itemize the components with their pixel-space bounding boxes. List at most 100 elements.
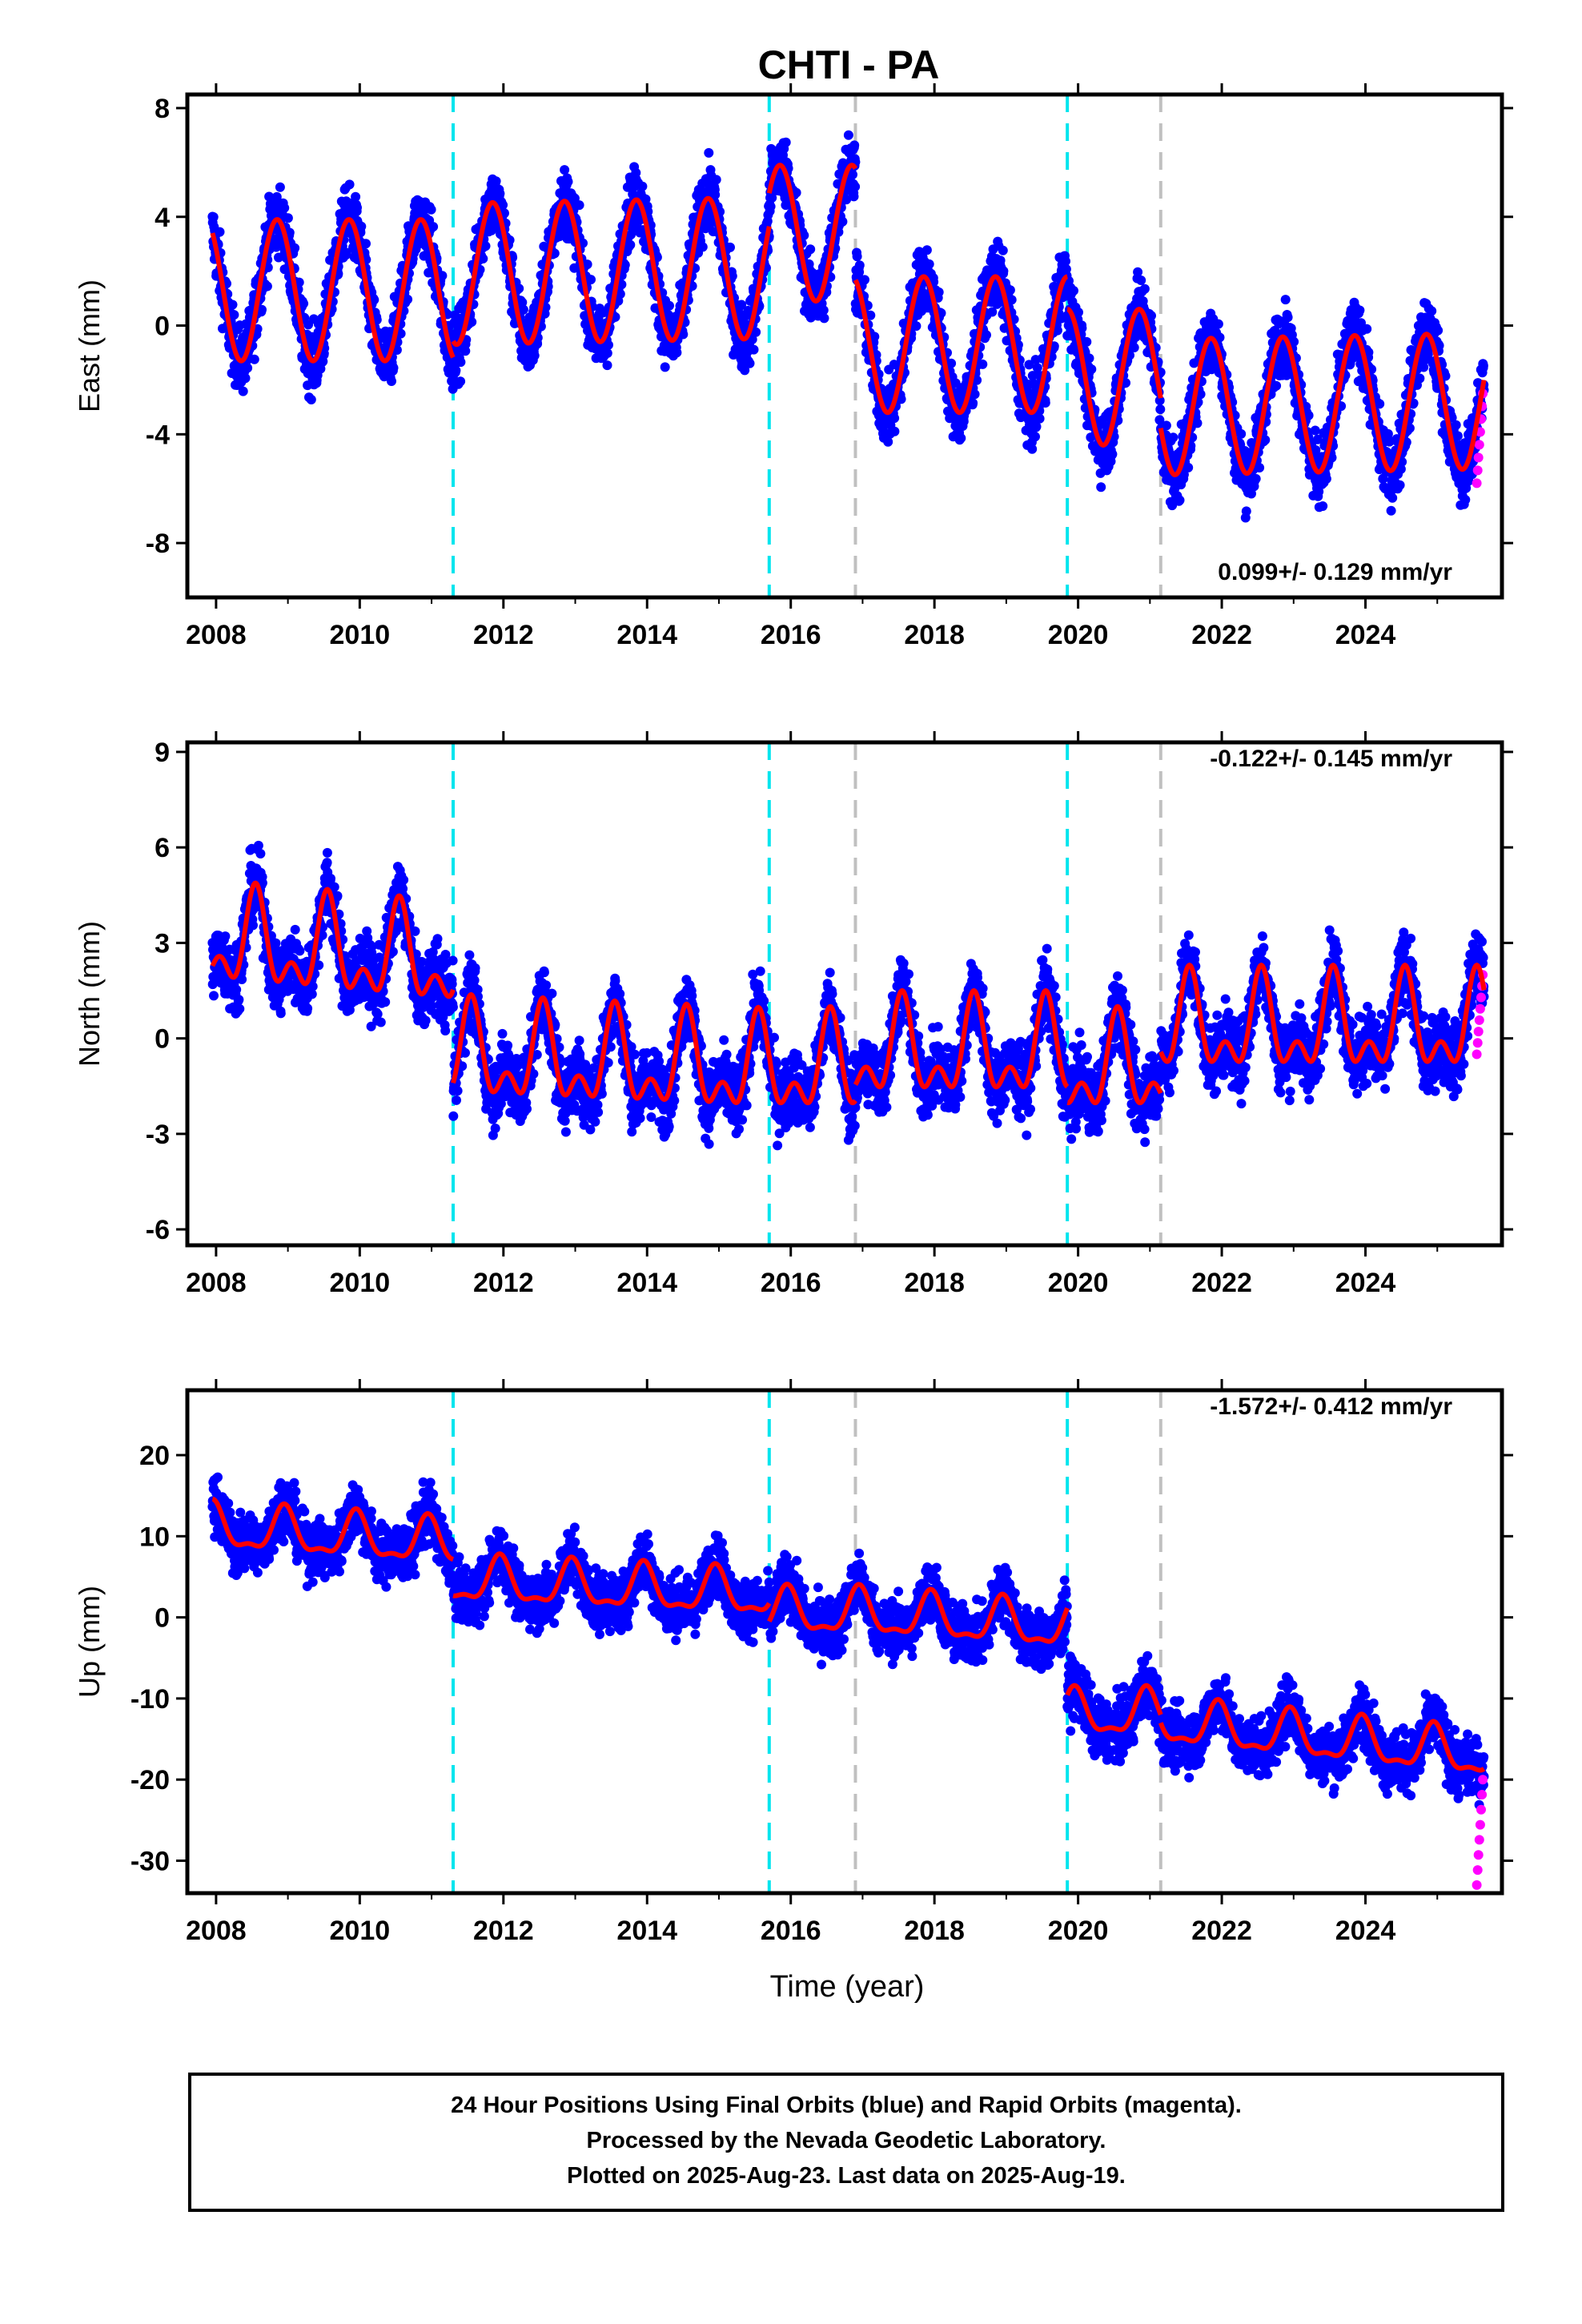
data-point (1174, 495, 1185, 505)
data-point (396, 328, 406, 339)
data-point (1086, 364, 1097, 375)
data-point (1395, 480, 1405, 490)
data-point (283, 213, 293, 223)
data-point (819, 313, 829, 324)
data-point (1375, 399, 1385, 409)
data-point (805, 244, 816, 255)
data-point (1386, 505, 1396, 516)
data-point (1452, 431, 1463, 441)
data-point (215, 227, 225, 237)
data-point (849, 191, 859, 202)
data-point (294, 277, 304, 287)
data-point (602, 348, 612, 358)
data-point (849, 140, 860, 151)
data-point (240, 373, 251, 384)
data-point (1387, 493, 1398, 503)
data-point (249, 354, 259, 364)
data-point (290, 243, 300, 253)
data-point (208, 212, 219, 222)
data-point (1136, 275, 1146, 285)
data-point (517, 297, 528, 308)
data-point (569, 193, 580, 203)
data-point (1005, 285, 1015, 296)
data-point (665, 300, 674, 311)
data-point (1355, 305, 1365, 316)
data-point (467, 317, 477, 327)
data-point (299, 299, 309, 309)
data-point (495, 188, 505, 199)
data-point (1236, 428, 1247, 439)
data-point (1034, 413, 1045, 424)
data-point (850, 182, 861, 192)
data-point (1321, 473, 1331, 484)
data-point (403, 294, 413, 304)
data-point (369, 295, 379, 305)
data-point (749, 344, 759, 355)
data-point (529, 351, 540, 360)
data-point (737, 300, 747, 310)
data-point (602, 360, 612, 371)
data-point (1213, 319, 1223, 329)
data-point (243, 363, 253, 373)
data-point (279, 203, 290, 213)
data-point (238, 386, 248, 396)
data-point (956, 433, 966, 444)
data-point (1433, 325, 1443, 336)
data-point (672, 348, 682, 358)
data-point (491, 176, 501, 187)
data-point (262, 281, 272, 292)
data-point (428, 222, 439, 232)
data-point (574, 200, 584, 211)
data-point (660, 362, 670, 372)
data-point (615, 289, 625, 300)
data-point (1030, 432, 1040, 442)
data-point (1069, 286, 1078, 296)
data-point (518, 304, 528, 315)
data-point (498, 199, 508, 210)
data-point (616, 279, 627, 290)
data-point (1133, 267, 1143, 277)
data-point (1310, 425, 1320, 436)
data-point (1255, 463, 1265, 472)
data-point (725, 242, 735, 252)
data-point (1082, 336, 1092, 347)
data-point (781, 137, 791, 147)
figure-title: CHTI - PA (758, 42, 940, 87)
data-point (889, 413, 900, 424)
data-point (306, 395, 316, 404)
data-point (1027, 444, 1038, 454)
data-point (889, 426, 900, 436)
data-point (604, 340, 613, 350)
data-point (451, 365, 461, 376)
data-point (911, 321, 921, 332)
data-point (1192, 418, 1203, 428)
data-point (704, 147, 714, 158)
data-point (1260, 435, 1271, 445)
data-point (344, 179, 355, 190)
data-point (560, 165, 570, 175)
data-point (837, 216, 848, 227)
data-point (391, 345, 402, 355)
data-point (854, 260, 865, 271)
data-point (1040, 398, 1050, 408)
data-point (264, 191, 275, 202)
data-point (582, 259, 592, 270)
data-point (229, 310, 239, 320)
data-point (1084, 353, 1094, 364)
data-point (341, 247, 351, 258)
data-point (710, 190, 721, 200)
data-point (1280, 295, 1291, 305)
data-point (745, 358, 755, 368)
data-point (1139, 283, 1150, 294)
data-point (257, 304, 267, 315)
data-point (351, 191, 361, 202)
data-point (514, 283, 524, 294)
data-point (1074, 308, 1083, 317)
data-point (625, 239, 636, 250)
data-point (711, 175, 721, 185)
data-point (924, 259, 934, 269)
data-point (1107, 449, 1118, 460)
data-point (697, 242, 708, 252)
data-point (1183, 462, 1194, 472)
